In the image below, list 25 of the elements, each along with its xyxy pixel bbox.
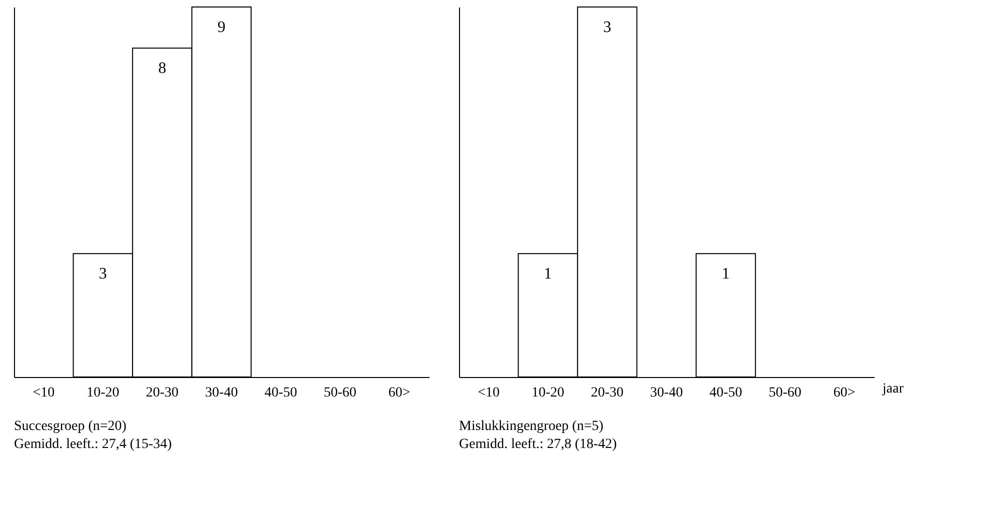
- x-tick-label: <10: [478, 386, 500, 400]
- x-tick-label: 50-60: [768, 386, 802, 400]
- x-tick-label: 10-20: [532, 386, 564, 400]
- text: Gemidd. leeft.: 27,8 (18-42): [459, 437, 618, 452]
- x-tick-label: <10: [32, 386, 55, 400]
- x-tick-label: 50-60: [324, 386, 356, 400]
- x-tick-label: 60>: [833, 386, 856, 400]
- text: Mislukkingengroep (n=5): [459, 419, 604, 434]
- text: Gemidd. leeft.: 27,4 (15-34): [14, 437, 172, 452]
- x-tick-label: 30-40: [205, 386, 238, 400]
- data-label: 8: [158, 60, 166, 78]
- data-label: 1: [544, 266, 552, 283]
- data-label: 3: [603, 19, 612, 36]
- data-label: 9: [218, 19, 226, 36]
- x-tick-label: 40-50: [264, 386, 298, 400]
- data-label: 1: [722, 266, 730, 283]
- x-tick-label: 10-20: [86, 386, 120, 400]
- text: Succesgroep (n=20): [14, 419, 127, 434]
- data-label: 3: [98, 266, 107, 283]
- x-tick-label: 40-50: [709, 386, 742, 400]
- x-tick-label: 30-40: [650, 386, 683, 400]
- x-tick-label: 20-30: [146, 386, 179, 400]
- x-tick-label: 20-30: [590, 386, 624, 400]
- x-tick-label: 60>: [388, 386, 410, 400]
- x-axis-title: jaar: [882, 382, 904, 396]
